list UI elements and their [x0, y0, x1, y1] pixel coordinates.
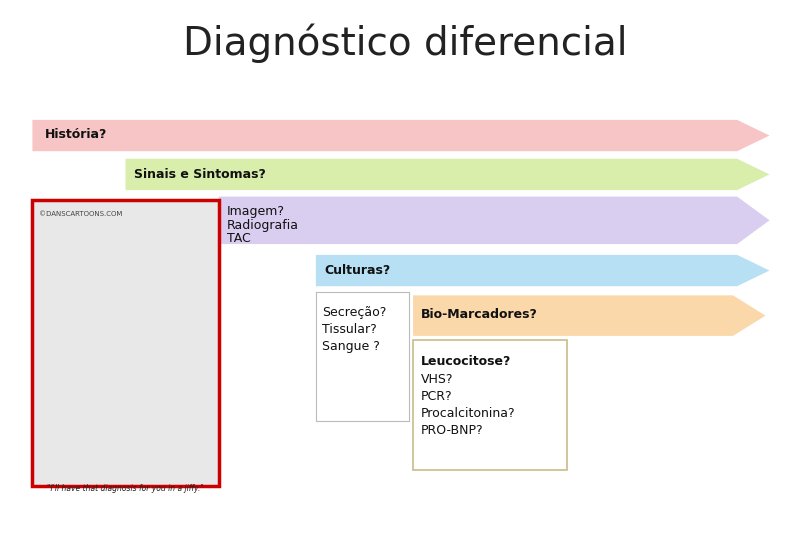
Polygon shape — [32, 120, 769, 151]
Text: Tissular?: Tissular? — [322, 323, 377, 336]
Polygon shape — [413, 295, 765, 336]
Text: Diagnóstico diferencial: Diagnóstico diferencial — [183, 23, 627, 63]
Text: Radiografia: Radiografia — [227, 219, 299, 232]
Text: TAC: TAC — [227, 232, 250, 245]
Polygon shape — [126, 159, 769, 190]
Text: ©DANSCARTOONS.COM: ©DANSCARTOONS.COM — [39, 211, 122, 217]
Text: PCR?: PCR? — [421, 390, 453, 403]
Text: Leucocitose?: Leucocitose? — [421, 355, 512, 368]
Bar — [32, 200, 219, 486]
Text: VHS?: VHS? — [421, 373, 454, 386]
Text: Imagem?: Imagem? — [227, 205, 285, 218]
Polygon shape — [316, 255, 770, 286]
Text: Sinais e Sintomas?: Sinais e Sintomas? — [134, 168, 266, 181]
Text: História?: História? — [45, 129, 107, 141]
Polygon shape — [219, 197, 770, 244]
Bar — [316, 292, 409, 421]
Text: "I'll have that diagnosis for you in a jiffy.": "I'll have that diagnosis for you in a j… — [47, 484, 204, 493]
Text: PRO-BNP?: PRO-BNP? — [421, 424, 484, 437]
Text: Secreção?: Secreção? — [322, 306, 386, 319]
Text: Bio-Marcadores?: Bio-Marcadores? — [421, 308, 538, 321]
Bar — [413, 340, 567, 470]
Text: Sangue ?: Sangue ? — [322, 340, 380, 353]
Text: Culturas?: Culturas? — [324, 264, 390, 277]
Text: Procalcitonina?: Procalcitonina? — [421, 407, 516, 420]
